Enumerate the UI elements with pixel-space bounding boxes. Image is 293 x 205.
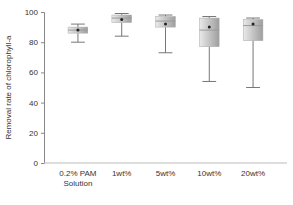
y-tick: 100 [25, 8, 44, 17]
y-axis-title: Removal rate of chlorophyll-a [4, 35, 13, 140]
box-plot [112, 14, 132, 37]
x-axis: 0.2% PAMSolution 1wt% 5wt% 10wt% 20wt% [59, 169, 265, 188]
upper-cap [246, 18, 260, 19]
y-tick: 60 [29, 68, 44, 77]
box-plot [68, 24, 88, 42]
x-tick-label: 0.2% PAMSolution [59, 169, 97, 188]
mean-marker [120, 18, 123, 21]
x-tick-label: 5wt% [156, 169, 176, 178]
y-tick-mark [41, 12, 44, 13]
y-tick-mark [41, 42, 44, 43]
median [199, 30, 219, 31]
y-tick-label: 60 [29, 68, 38, 77]
lower-cap [202, 81, 216, 82]
x-tick-label-line: Solution [63, 179, 92, 188]
x-tick-label-line: 10wt% [197, 169, 221, 178]
y-tick: 0 [34, 159, 44, 168]
x-tick-label-line: 0.2% PAM [59, 169, 97, 178]
lower-cap [159, 52, 173, 53]
upper-cap [202, 16, 216, 17]
y-axis-line [41, 13, 45, 164]
chart: 0 20 40 60 80 100 0.2% PAMSolution 1wt% 5wt% 10wt… [0, 0, 293, 205]
x-tick-label-line: 5wt% [156, 169, 176, 178]
mean-marker [208, 26, 211, 29]
x-tick-label: 1wt% [112, 169, 132, 178]
lower-whisker [121, 23, 122, 37]
median [156, 21, 176, 22]
x-tick-label: 10wt% [197, 169, 221, 178]
upper-cap [115, 13, 129, 14]
y-tick-mark [41, 163, 44, 164]
x-axis-line [44, 163, 287, 164]
y-tick: 20 [29, 129, 44, 138]
y-axis: 0 20 40 60 80 100 [25, 8, 45, 168]
lower-cap [71, 42, 85, 43]
y-tick: 40 [29, 99, 44, 108]
mean-marker [164, 23, 167, 26]
box-plot [199, 17, 219, 82]
box-plot [156, 15, 176, 53]
y-tick-mark [41, 103, 44, 104]
y-tick-mark [41, 133, 44, 134]
lower-whisker [209, 47, 210, 82]
lower-whisker [77, 33, 78, 42]
box [112, 15, 132, 23]
box [199, 18, 219, 47]
x-tick-label: 20wt% [241, 169, 265, 178]
upper-cap [71, 24, 85, 25]
x-tick-label-line: 1wt% [112, 169, 132, 178]
lower-whisker [253, 41, 254, 88]
y-tick-mark [41, 72, 44, 73]
y-tick-label: 40 [29, 99, 38, 108]
box [68, 27, 88, 33]
median [68, 30, 88, 31]
upper-cap [159, 15, 173, 16]
mean-marker [252, 23, 255, 26]
x-tick-label-line: 20wt% [241, 169, 265, 178]
lower-cap [115, 36, 129, 37]
y-tick-label: 80 [29, 38, 38, 47]
y-tick-label: 100 [25, 8, 39, 17]
y-tick: 80 [29, 38, 44, 47]
y-tick-label: 0 [34, 159, 39, 168]
plot-area [68, 14, 263, 88]
lower-whisker [165, 27, 166, 53]
lower-cap [246, 87, 260, 88]
box [243, 20, 263, 41]
box-plot [243, 18, 263, 87]
y-tick-label: 20 [29, 129, 38, 138]
box [156, 17, 176, 28]
mean-marker [76, 29, 79, 32]
